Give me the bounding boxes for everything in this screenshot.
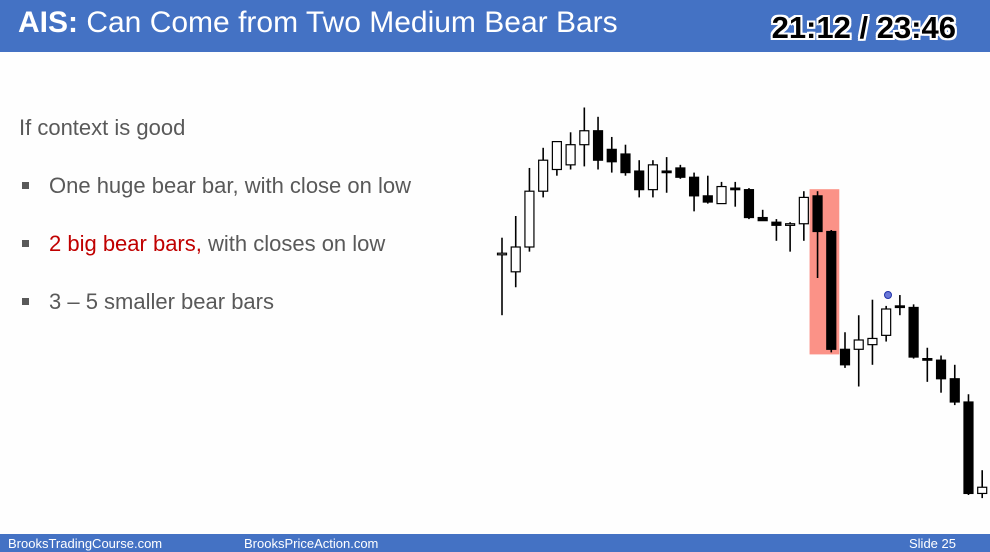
bull-candle-body: [496, 252, 508, 256]
bear-candle-body: [949, 378, 960, 403]
bear-candle-body: [839, 348, 851, 366]
bull-candle-body: [647, 164, 659, 191]
bear-candle-body: [922, 358, 933, 361]
footer-left-site[interactable]: BrooksTradingCourse.com: [8, 536, 163, 551]
bull-candle-body: [881, 308, 892, 336]
bullet-square-icon: [22, 240, 29, 247]
slide-title-text: Can Come from Two Medium Bear Bars: [78, 6, 618, 39]
bear-candle-body: [743, 189, 755, 219]
bull-candle-body: [579, 130, 590, 146]
bull-candle-body: [565, 144, 576, 166]
bear-candle-body: [675, 167, 686, 178]
bullet-highlight: 2 big bear bars,: [49, 231, 202, 256]
bear-candle-body: [730, 187, 741, 191]
bullet-square-icon: [22, 182, 29, 189]
bear-candle-body: [826, 230, 837, 350]
bear-candle-body: [634, 170, 645, 191]
bullet-text: with closes on low: [201, 231, 386, 256]
slide-number: Slide 25: [909, 536, 956, 551]
footer-bar: BrooksTradingCourse.com BrooksPriceActio…: [0, 534, 990, 552]
bull-candle-body: [867, 337, 878, 346]
bear-candle-body: [812, 195, 823, 233]
footer-center-site[interactable]: BrooksPriceAction.com: [244, 536, 379, 551]
bullet-item-3: 3 – 5 smaller bear bars: [22, 289, 274, 315]
bear-candle-body: [620, 153, 631, 174]
bull-candle-body: [785, 223, 796, 226]
bear-candle-body: [963, 401, 974, 495]
bull-candle-body: [977, 486, 988, 495]
bullet-item-2: 2 big bear bars, with closes on low: [22, 231, 385, 257]
bull-candle-body: [510, 246, 521, 273]
bullet-item-1: One huge bear bar, with close on low: [22, 173, 411, 199]
bull-candle-body: [538, 159, 549, 192]
bear-candle-body: [894, 305, 905, 309]
intro-text: If context is good: [19, 115, 186, 140]
bear-candle-body: [688, 176, 700, 197]
bear-candle-body: [935, 359, 947, 380]
bullet-square-icon: [22, 298, 29, 305]
bear-candle-body: [592, 130, 604, 161]
bear-candle-body: [661, 170, 672, 174]
bullet-text: One huge bear bar, with close on low: [49, 173, 412, 198]
bullet-text: 3 – 5 smaller bear bars: [49, 289, 274, 314]
bear-candle-body: [606, 148, 617, 163]
cursor-marker: [884, 291, 892, 299]
bull-candle-body: [551, 141, 562, 171]
bull-candle-body: [524, 190, 535, 248]
bull-candle-body: [716, 185, 727, 205]
bear-candle-body: [771, 221, 782, 226]
video-timer: 21:12 / 23:46: [771, 10, 956, 45]
bear-candle-body: [702, 195, 713, 203]
bear-candle-body: [908, 306, 919, 358]
bull-candle-body: [853, 339, 864, 350]
slide-title: AIS: Can Come from Two Medium Bear Bars: [18, 6, 618, 40]
slide-title-prefix: AIS:: [18, 6, 78, 39]
title-bar: AIS: Can Come from Two Medium Bear Bars …: [0, 0, 990, 52]
bull-candle-body: [798, 196, 809, 225]
bear-candle-body: [757, 216, 768, 222]
